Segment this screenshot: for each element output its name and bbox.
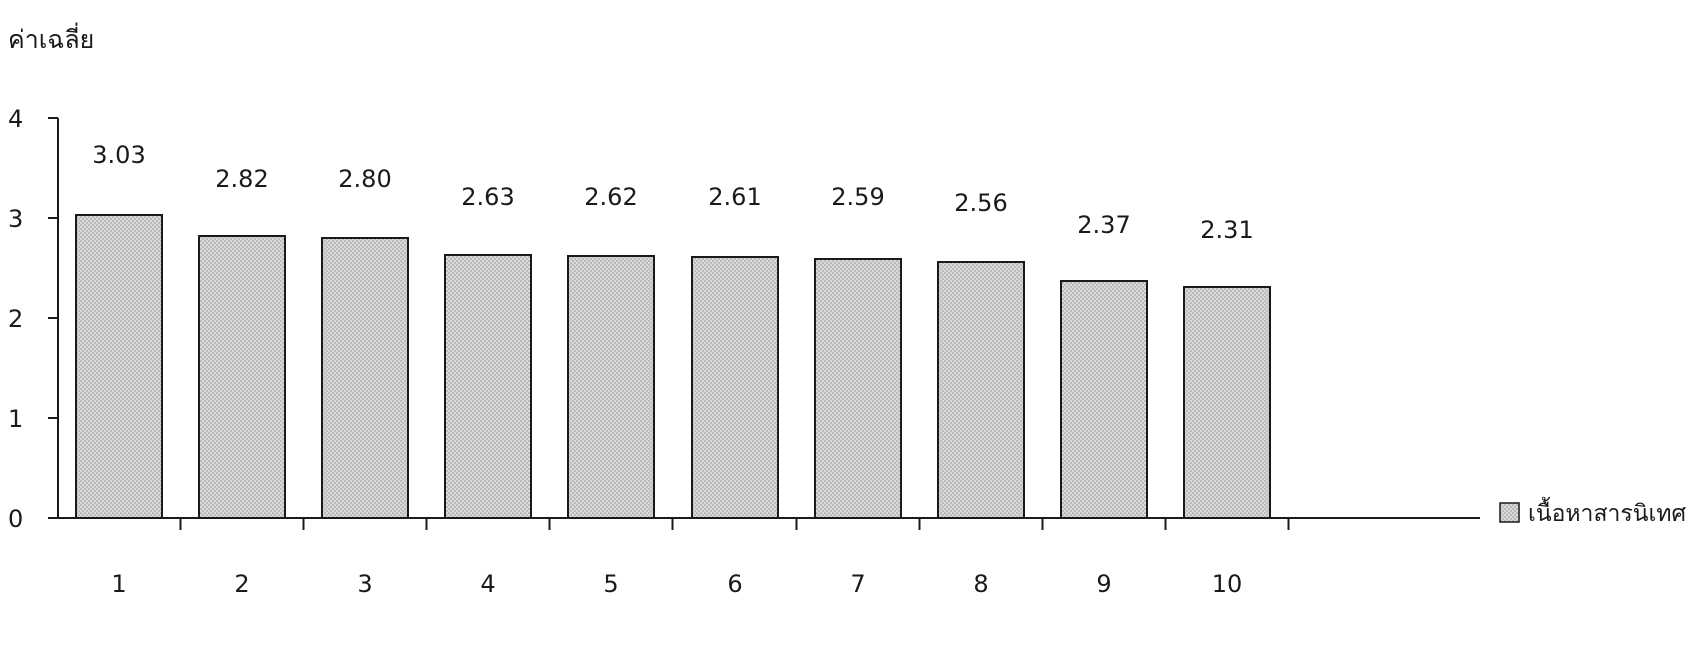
x-tick-label: 7 (850, 570, 865, 598)
x-tick-label: 2 (234, 570, 249, 598)
x-tick-label: 3 (357, 570, 372, 598)
y-tick-label: 2 (8, 305, 23, 333)
x-tick-label: 5 (603, 570, 618, 598)
bar (814, 258, 902, 519)
legend-swatch (1499, 502, 1520, 523)
x-tick-label: 4 (480, 570, 495, 598)
bar-value-label: 2.62 (584, 183, 637, 211)
bar (198, 235, 286, 519)
bar-value-label: 3.03 (92, 141, 145, 169)
bar (1183, 286, 1271, 519)
bar (691, 256, 779, 519)
x-tick-label: 10 (1212, 570, 1243, 598)
bars (75, 214, 1271, 519)
bar-value-label: 2.59 (831, 183, 884, 211)
legend: เนื้อหาสารนิเทศ (1499, 497, 1687, 527)
bar-value-labels: 3.03 2.82 2.80 2.63 2.62 2.61 2.59 2.56 2.37 2.31 (92, 141, 1253, 244)
y-axis-title: ค่าเฉลี่ย (8, 22, 94, 54)
x-tick-label: 8 (973, 570, 988, 598)
bar (321, 237, 409, 519)
bar-value-label: 2.31 (1200, 216, 1253, 244)
x-tick-labels: 1 2 3 4 5 6 7 8 9 10 (111, 570, 1242, 598)
x-tick-label: 1 (111, 570, 126, 598)
bar (937, 261, 1025, 519)
x-tick-label: 6 (727, 570, 742, 598)
bar-value-label: 2.63 (461, 183, 514, 211)
bar-value-label: 2.61 (708, 183, 761, 211)
y-tick-label: 1 (8, 405, 23, 433)
bar (567, 255, 655, 519)
x-axis (48, 517, 1480, 530)
bar-value-label: 2.56 (954, 189, 1007, 217)
x-tick-label: 9 (1096, 570, 1111, 598)
y-tick-label: 0 (8, 505, 23, 533)
bar (444, 254, 532, 519)
bar (75, 214, 163, 519)
y-axis: 0 1 2 3 4 (8, 105, 59, 533)
bar (1060, 280, 1148, 519)
bar-value-label: 2.37 (1077, 211, 1130, 239)
y-tick-label: 3 (8, 205, 23, 233)
bar-value-label: 2.82 (215, 165, 268, 193)
legend-label: เนื้อหาสารนิเทศ (1528, 497, 1687, 527)
bar-value-label: 2.80 (338, 165, 391, 193)
y-tick-label: 4 (8, 105, 23, 133)
